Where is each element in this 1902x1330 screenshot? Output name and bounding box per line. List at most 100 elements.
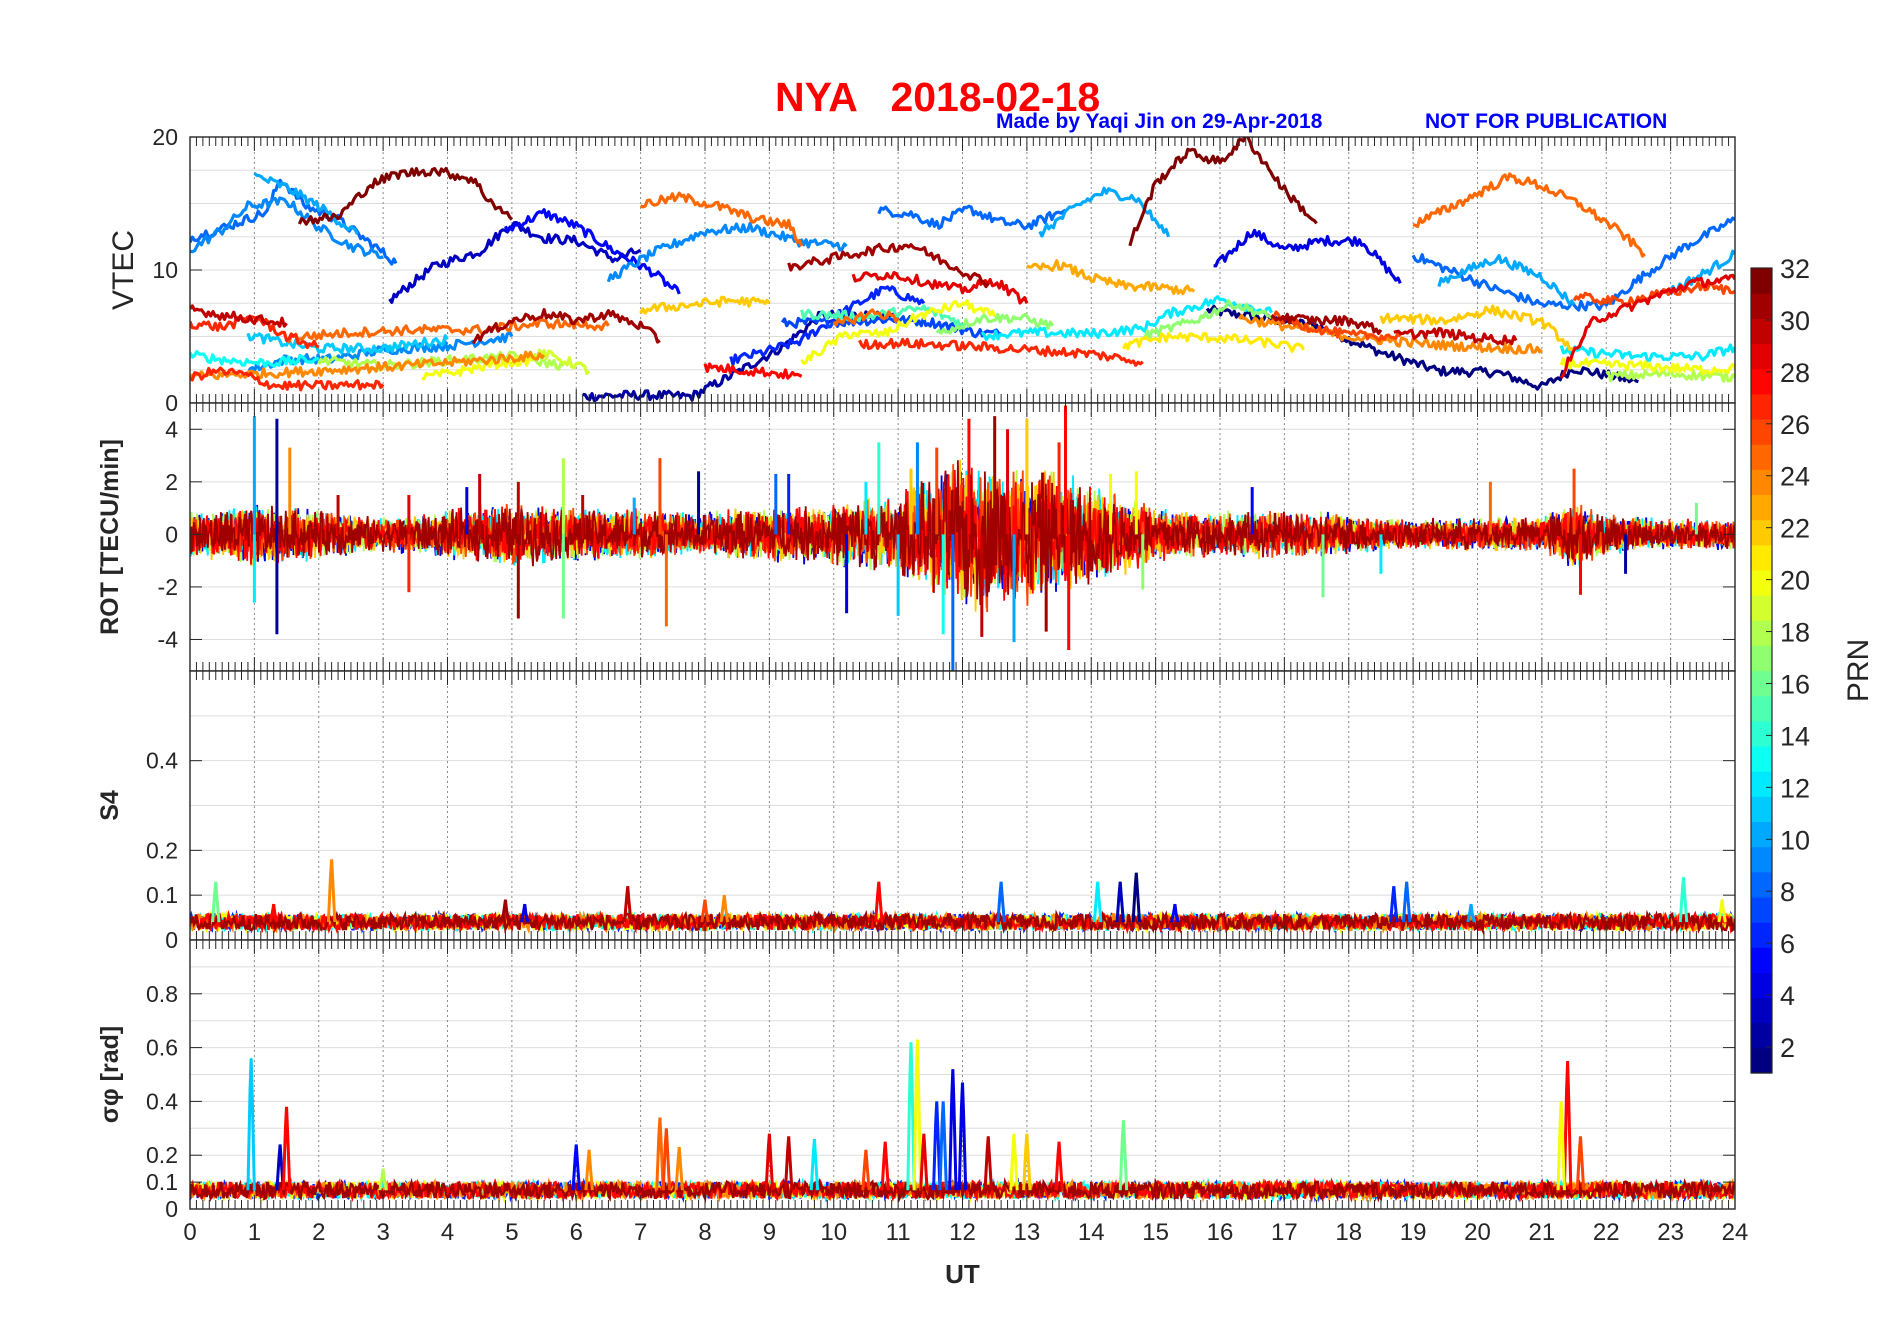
sigma-spike <box>1556 1101 1566 1191</box>
vtec-series-prn-8 <box>877 204 1067 231</box>
panel-vtec: 0 10 20 VTEC <box>107 124 1736 416</box>
colorbar-level <box>1751 620 1772 646</box>
panel-s4: 0 0.1 0.2 0.4 S4 <box>96 670 1736 953</box>
x-tick-label: 3 <box>376 1219 389 1246</box>
s4-spike <box>211 881 221 923</box>
vtec-series-prn-10 <box>1437 254 1576 306</box>
x-tick-label: 16 <box>1207 1219 1234 1246</box>
colorbar-level <box>1751 720 1772 747</box>
s4-spike <box>1170 903 1180 923</box>
sigma-spike <box>957 1082 968 1191</box>
vtec-series-prn-25 <box>285 318 610 344</box>
y-tick-label: 0.2 <box>146 1142 178 1168</box>
vtec-series-prn-20 <box>421 354 533 381</box>
colorbar-level <box>1751 796 1772 823</box>
colorbar-level <box>1751 821 1772 848</box>
plot-title: NYA 2018-02-18 <box>775 74 1101 120</box>
vtec-series-prn-9 <box>606 221 848 283</box>
y-tick-label: 20 <box>152 124 178 150</box>
sigma-spike <box>764 1133 775 1191</box>
sigma-spike <box>932 1101 942 1191</box>
panel-rot: -4 -2 0 2 4 ROT [TECU/min] <box>96 402 1736 672</box>
vtec-series-prn-25 <box>1412 172 1646 258</box>
vtec-series-prn-32 <box>297 167 514 226</box>
x-tick-label: 15 <box>1142 1219 1169 1246</box>
s4-spike <box>1115 881 1125 923</box>
colorbar-level <box>1751 444 1772 470</box>
sigma-spike <box>912 1039 923 1191</box>
colorbar-level <box>1751 997 1772 1024</box>
s4-spike <box>1131 872 1142 923</box>
sigma-spike <box>571 1144 581 1191</box>
sigma-spike <box>1575 1136 1586 1191</box>
sigma-spike <box>919 1133 929 1191</box>
x-tick-label: 6 <box>570 1219 583 1246</box>
x-tick-label: 5 <box>505 1219 518 1246</box>
y-tick-label: 2 <box>165 469 178 495</box>
s4-spike <box>874 881 884 923</box>
x-tick-label: 18 <box>1335 1219 1362 1246</box>
colorbar-level <box>1751 896 1772 923</box>
x-tick-label: 21 <box>1529 1219 1556 1246</box>
colorbar-tick-label: 26 <box>1780 410 1810 440</box>
colorbar-level <box>1751 871 1772 898</box>
vtec-series-prn-20 <box>1559 357 1735 376</box>
vtec-series-prn-5 <box>503 208 681 295</box>
x-tick-label: 13 <box>1014 1219 1041 1246</box>
sigma-spike <box>674 1147 684 1191</box>
y-tick-label: 0.4 <box>146 748 178 774</box>
colorbar-tick-label: 32 <box>1780 254 1810 284</box>
x-tick-label: 8 <box>698 1219 711 1246</box>
vtec-series-prn-32 <box>1128 137 1318 247</box>
colorbar-tick-label: 12 <box>1780 773 1810 803</box>
x-tick-label: 23 <box>1657 1219 1684 1246</box>
y-tick-label: 0 <box>165 1196 178 1222</box>
x-tick-label: 4 <box>441 1219 454 1246</box>
vtec-series-prn-24 <box>190 350 546 381</box>
colorbar-level <box>1751 469 1772 496</box>
sigma-spike <box>661 1128 672 1191</box>
vtec-series-prn-12 <box>980 295 1273 342</box>
publication-note: NOT FOR PUBLICATION <box>1425 110 1668 133</box>
colorbar-tick-label: 20 <box>1780 566 1810 596</box>
sigma-spike <box>1118 1120 1129 1191</box>
x-axis-label: UT <box>945 1259 980 1289</box>
x-tick-label: 17 <box>1271 1219 1298 1246</box>
vtec-series-prn-27 <box>190 366 385 392</box>
colorbar-level <box>1751 569 1772 596</box>
vtec-series-prn-29 <box>851 271 1029 305</box>
colorbar-level <box>1751 645 1772 672</box>
data-vtec <box>190 137 1735 403</box>
vtec-series-prn-25 <box>832 308 900 327</box>
rot-trace-prn-31 <box>190 460 1735 606</box>
x-tick-label: 19 <box>1400 1219 1427 1246</box>
s4-spike <box>623 886 633 923</box>
colorbar-tick-label: 22 <box>1780 514 1810 544</box>
s4-spike <box>1717 899 1727 923</box>
s4-spike <box>1092 881 1103 923</box>
sigma-spike <box>1009 1133 1019 1191</box>
colorbar-tick-label: 18 <box>1780 618 1810 648</box>
colorbar-level <box>1751 293 1772 319</box>
data-rot <box>190 405 1735 671</box>
y-axis-label: VTEC <box>107 230 140 310</box>
vtec-series-prn-17 <box>935 312 1054 335</box>
vtec-series-prn-13 <box>190 350 320 369</box>
vtec-series-prn-9 <box>190 196 384 260</box>
vtec-series-prn-28 <box>703 362 803 380</box>
sigma-spike <box>948 1069 958 1191</box>
sigma-spike <box>1562 1060 1573 1191</box>
colorbar-tick-label: 30 <box>1780 306 1810 336</box>
sigma-spike <box>378 1168 388 1191</box>
vtec-series-prn-11 <box>246 332 449 355</box>
sigma-spike <box>809 1138 820 1191</box>
colorbar-tick-label: 28 <box>1780 358 1810 388</box>
y-axis-label: σφ [rad] <box>96 1026 124 1124</box>
s4-spike <box>520 903 530 923</box>
colorbar-tick-label: 14 <box>1780 721 1810 751</box>
y-tick-label: 0 <box>165 521 178 547</box>
s4-spike <box>1678 877 1689 923</box>
vtec-series-prn-12 <box>1559 343 1735 363</box>
vtec-series-prn-30 <box>1393 327 1518 346</box>
